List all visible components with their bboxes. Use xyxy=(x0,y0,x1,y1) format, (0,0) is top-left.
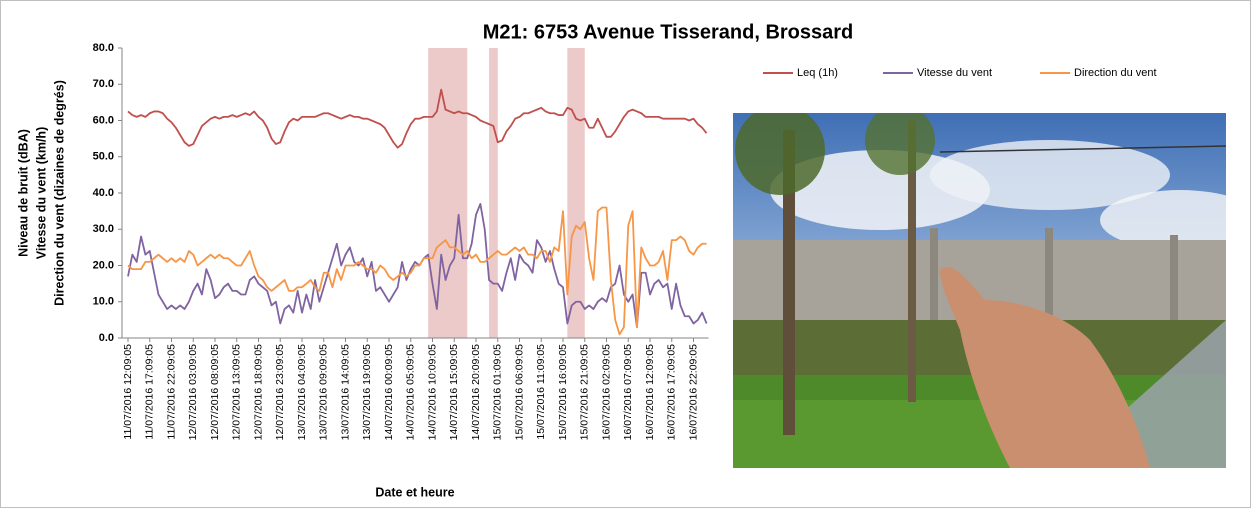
x-tick-label: 15/07/2016 06:09:05 xyxy=(513,344,525,441)
x-tick-label: 12/07/2016 18:09:05 xyxy=(252,344,264,441)
x-tick-label: 16/07/2016 22:09:05 xyxy=(687,344,699,441)
y-tick-label: 70.0 xyxy=(93,78,114,90)
y-axis-title: Direction du vent (dizaines de degrés) xyxy=(52,80,66,306)
y-tick-label: 80.0 xyxy=(93,42,114,54)
x-tick-label: 15/07/2016 01:09:05 xyxy=(492,344,504,441)
x-tick-label: 11/07/2016 17:09:05 xyxy=(144,344,156,440)
y-tick-label: 30.0 xyxy=(93,223,114,235)
x-tick-label: 15/07/2016 21:09:05 xyxy=(579,344,591,441)
x-tick-label: 11/07/2016 12:09:05 xyxy=(122,344,134,440)
x-tick-label: 12/07/2016 23:09:05 xyxy=(274,344,286,441)
highlight-band xyxy=(489,48,498,338)
highlight-band xyxy=(567,48,584,338)
y-axis-title: Vitesse du vent (km/h) xyxy=(34,127,48,259)
legend-label: Vitesse du vent xyxy=(917,67,992,79)
x-tick-label: 13/07/2016 04:09:05 xyxy=(296,344,308,441)
x-tick-label: 13/07/2016 09:09:05 xyxy=(318,344,330,441)
y-tick-label: 10.0 xyxy=(93,296,114,308)
x-tick-label: 14/07/2016 05:09:05 xyxy=(405,344,417,441)
x-tick-label: 14/07/2016 20:09:05 xyxy=(470,344,482,441)
chart-title: M21: 6753 Avenue Tisserand, Brossard xyxy=(483,21,854,43)
x-tick-label: 15/07/2016 11:09:05 xyxy=(535,344,547,440)
legend-label: Direction du vent xyxy=(1074,67,1157,79)
chart: M21: 6753 Avenue Tisserand, Brossard Niv… xyxy=(0,0,1251,508)
x-tick-label: 16/07/2016 12:09:05 xyxy=(644,344,656,441)
y-tick-label: 50.0 xyxy=(93,151,114,163)
y-tick-label: 20.0 xyxy=(93,259,114,271)
photo xyxy=(733,105,1251,468)
x-tick-label: 16/07/2016 07:09:05 xyxy=(622,344,634,441)
x-tick-label: 16/07/2016 17:09:05 xyxy=(666,344,678,441)
y-tick-label: 0.0 xyxy=(99,332,114,344)
x-tick-label: 12/07/2016 13:09:05 xyxy=(231,344,243,441)
x-tick-label: 12/07/2016 08:09:05 xyxy=(209,344,221,441)
y-tick-label: 40.0 xyxy=(93,187,114,199)
x-tick-label: 15/07/2016 16:09:05 xyxy=(557,344,569,441)
x-axis-title: Date et heure xyxy=(375,485,454,499)
x-tick-label: 14/07/2016 00:09:05 xyxy=(383,344,395,441)
legend-label: Leq (1h) xyxy=(797,67,838,79)
x-tick-label: 13/07/2016 14:09:05 xyxy=(339,344,351,441)
x-tick-label: 16/07/2016 02:09:05 xyxy=(600,344,612,441)
y-tick-label: 60.0 xyxy=(93,114,114,126)
x-tick-label: 13/07/2016 19:09:05 xyxy=(361,344,373,441)
x-tick-label: 11/07/2016 22:09:05 xyxy=(165,344,177,440)
x-tick-label: 14/07/2016 15:09:05 xyxy=(448,344,460,441)
x-tick-label: 12/07/2016 03:09:05 xyxy=(187,344,199,441)
y-axis-title: Niveau de bruit (dBA) xyxy=(16,129,30,257)
x-tick-label: 14/07/2016 10:09:05 xyxy=(426,344,438,441)
